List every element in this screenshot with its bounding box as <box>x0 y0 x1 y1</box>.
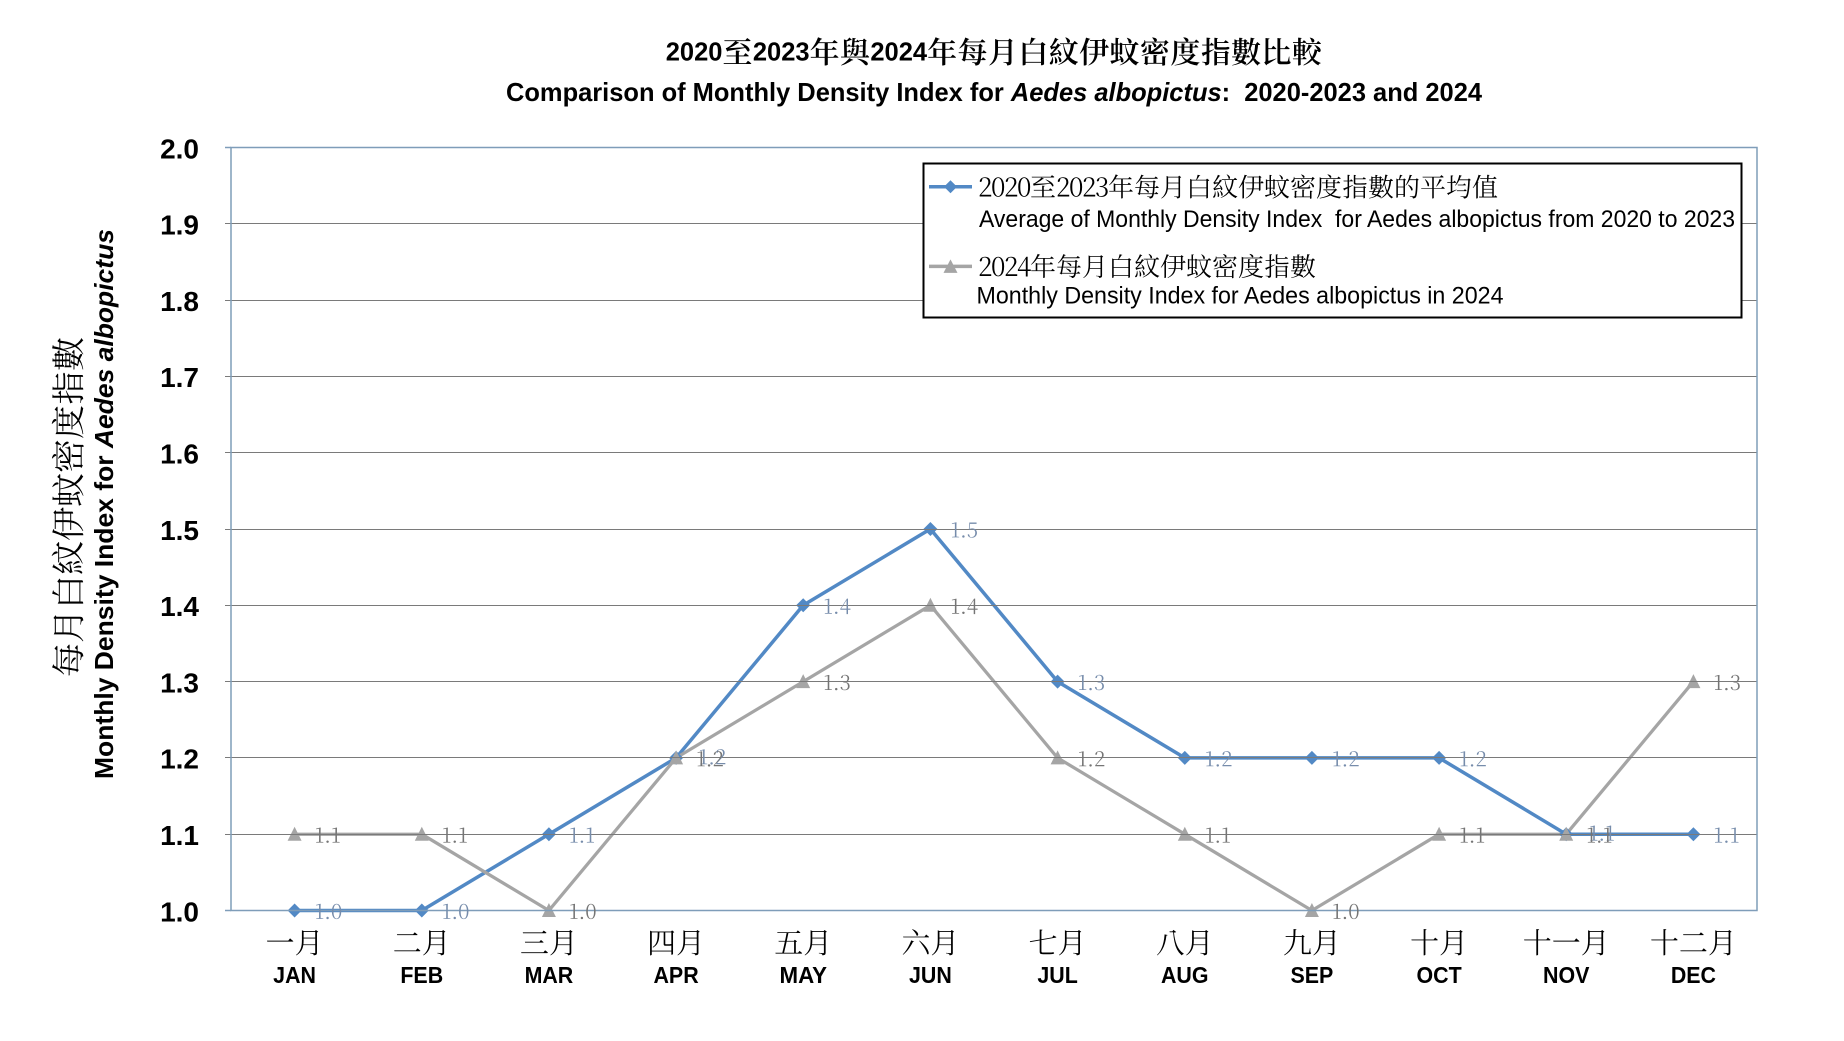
svg-text:FEB: FEB <box>400 962 443 988</box>
svg-text:Monthly Density Index for: Monthly Density Index for <box>89 448 119 779</box>
svg-text:JUN: JUN <box>909 962 952 988</box>
svg-text:MAR: MAR <box>525 962 574 988</box>
svg-text:SEP: SEP <box>1291 962 1334 988</box>
svg-text:1.4: 1.4 <box>160 591 199 622</box>
svg-text:NOV: NOV <box>1543 962 1590 988</box>
svg-text:1.2: 1.2 <box>160 744 199 775</box>
svg-text:1.6: 1.6 <box>160 439 199 470</box>
svg-text:1.3: 1.3 <box>160 667 199 698</box>
svg-text:2020: 2020 <box>666 39 723 67</box>
svg-text:1.8: 1.8 <box>160 286 199 317</box>
svg-text:1.0: 1.0 <box>160 896 199 927</box>
svg-text:1.9: 1.9 <box>160 210 199 241</box>
svg-text:: 2020-2023 and 2024: : 2020-2023 and 2024 <box>1222 79 1483 107</box>
svg-text:1.7: 1.7 <box>160 362 199 393</box>
svg-text:AUG: AUG <box>1161 962 1209 988</box>
svg-text:JUL: JUL <box>1037 962 1077 988</box>
svg-text:2.0: 2.0 <box>160 133 199 164</box>
svg-text:2024: 2024 <box>870 39 928 67</box>
svg-text:MAY: MAY <box>780 962 828 988</box>
svg-text:1.5: 1.5 <box>160 515 199 546</box>
svg-text:Monthly Density Index for Aede: Monthly Density Index for Aedes albopict… <box>977 283 1504 310</box>
svg-text:2023: 2023 <box>753 39 810 67</box>
svg-text:Aedes albopictus: Aedes albopictus <box>1010 79 1222 107</box>
svg-text:OCT: OCT <box>1416 962 1461 988</box>
svg-text:1.1: 1.1 <box>160 820 199 851</box>
svg-text:Aedes albopictus: Aedes albopictus <box>89 229 119 449</box>
svg-text:Average of Monthly Density Ind: Average of Monthly Density Index for Aed… <box>979 206 1735 233</box>
svg-text:DEC: DEC <box>1671 962 1716 988</box>
svg-text:Comparison of Monthly Density: Comparison of Monthly Density Index for <box>506 79 1011 107</box>
svg-text:APR: APR <box>653 962 699 988</box>
svg-text:JAN: JAN <box>273 962 316 988</box>
